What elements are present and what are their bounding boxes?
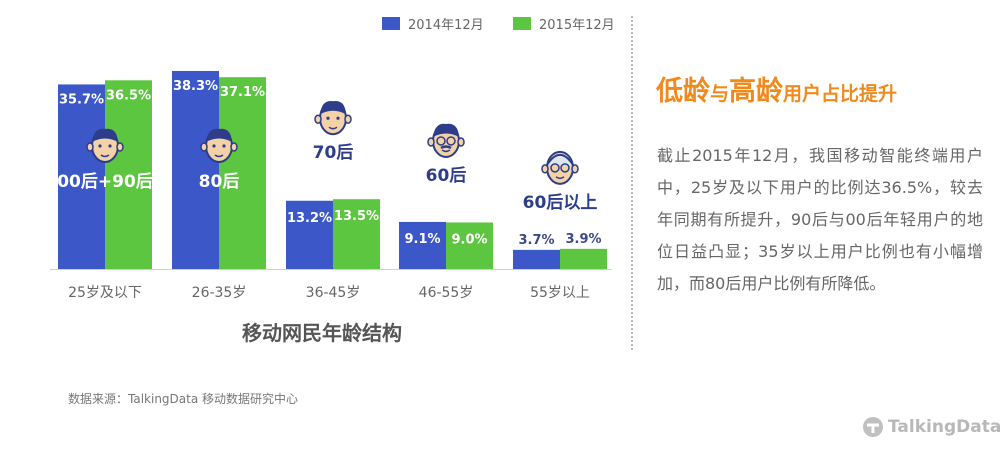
legend-label-2: 2015年12月 [539,18,615,33]
group-label-4: 60后 [426,166,467,186]
data-label-s1-1: 35.7% [59,92,104,107]
bar-s1-3 [286,200,333,269]
panel-description: 截止2015年12月，我国移动智能终端用户中，25岁及以下用户的比例达36.5%… [657,146,983,293]
data-label-s2-4: 9.0% [451,232,487,247]
bar-s2-3 [333,199,380,269]
group-label-5: 60后以上 [523,193,598,213]
face-young-icon [200,128,238,163]
data-label-s2-5: 3.9% [565,232,601,247]
title-low-age: 低龄 [656,76,710,107]
group-label-1: 00后+90后 [57,172,153,192]
group-label-3: 70后 [313,143,354,163]
data-label-s2-1: 36.5% [106,88,151,103]
face-young-icon [86,128,124,163]
panel-divider [631,16,633,350]
data-label-s1-3: 13.2% [287,211,332,226]
data-label-s1-4: 9.1% [404,232,440,247]
chart-title: 移动网民年龄结构 [242,321,402,345]
x-tick-label-2: 26-35岁 [192,285,247,301]
legend-swatch-2 [513,17,531,30]
bar-s2-5 [560,248,607,269]
group-label-2: 80后 [199,172,240,192]
data-label-s1-2: 38.3% [173,79,218,94]
bar-s2-4 [446,222,493,269]
x-tick-label-3: 36-45岁 [306,285,361,301]
bar-s1-2 [172,70,219,269]
logo-text: TalkingData [888,417,1000,437]
panel-title: 低龄与高龄用户占比提升 [656,78,897,105]
title-high-age: 高龄 [729,76,784,107]
x-tick-label-4: 46-55岁 [419,285,474,301]
bar-s1-4 [399,221,446,269]
title-rest: 用户占比提升 [783,83,898,105]
legend-swatch-1 [382,17,400,30]
face-adult-icon [314,100,352,136]
x-tick-label-1: 25岁及以下 [68,285,142,301]
data-label-s2-3: 13.5% [334,209,379,224]
bar-s2-1 [105,80,152,269]
face-glasses-icon [427,123,465,158]
x-tick-label-5: 55岁以上 [530,285,590,301]
data-label-s1-5: 3.7% [518,233,554,248]
bar-s1-1 [58,84,105,269]
bar-s2-2 [219,77,266,270]
title-and: 与 [710,83,730,105]
bar-s1-5 [513,249,560,269]
data-label-s2-2: 37.1% [220,85,265,100]
talkingdata-logo: TalkingData [862,416,1000,438]
legend-label-1: 2014年12月 [408,18,484,33]
age-structure-chart: 2014年12月 2015年12月 35.7% 36.5% 25岁及以下 00后+90后 3… [50,17,615,345]
face-elder-icon [541,150,579,185]
logo-icon [863,417,883,437]
data-source: 数据来源：TalkingData 移动数据研究中心 [68,392,299,406]
